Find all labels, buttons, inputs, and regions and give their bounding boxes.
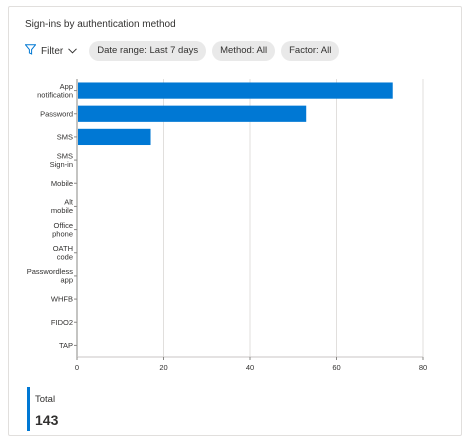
y-tick-label: Mobile — [51, 179, 73, 188]
filter-icon — [24, 44, 37, 58]
bar — [78, 105, 307, 122]
total-value: 143 — [35, 412, 59, 428]
x-tick-label: 0 — [75, 363, 79, 372]
y-tick-label: WHFB — [51, 295, 73, 304]
signins-card: Sign-ins by authentication method Filter… — [8, 6, 462, 436]
x-tick-label: 40 — [246, 363, 254, 372]
total-accent-bar — [27, 387, 30, 431]
filter-label: Filter — [41, 45, 64, 57]
y-tick-label: Alt mobile — [51, 198, 74, 216]
y-tick-label: SMS — [57, 132, 73, 141]
chevron-down-icon — [68, 46, 78, 57]
bar-chart: 0 20 40 60 80 App notification Password SMS SMS Si… — [27, 79, 427, 372]
y-tick-label: TAP — [59, 341, 73, 350]
x-tick-label: 60 — [332, 363, 340, 372]
x-tick-label: 20 — [159, 363, 167, 372]
y-tick-label: FIDO2 — [51, 318, 73, 327]
filter-button[interactable]: Filter — [24, 40, 78, 62]
y-tick-label: Passwordless app — [27, 267, 74, 285]
method-pill[interactable]: Method: All — [212, 41, 276, 61]
y-tick-label: Password — [40, 109, 73, 118]
card-title: Sign-ins by authentication method — [25, 19, 176, 30]
y-tick-label: Office phone — [52, 221, 73, 239]
total-label: Total — [35, 394, 56, 405]
x-tick-label: 80 — [419, 363, 427, 372]
filter-bar: Filter Date range: Last 7 days Method: A… — [24, 40, 340, 62]
bar — [78, 82, 393, 99]
y-tick-label: SMS Sign-in — [50, 151, 73, 169]
y-tick-label: OATH code — [53, 244, 73, 262]
y-tick-label: App notification — [37, 82, 73, 100]
bar — [78, 128, 151, 146]
factor-pill[interactable]: Factor: All — [281, 41, 340, 61]
date-range-pill[interactable]: Date range: Last 7 days — [89, 41, 207, 61]
